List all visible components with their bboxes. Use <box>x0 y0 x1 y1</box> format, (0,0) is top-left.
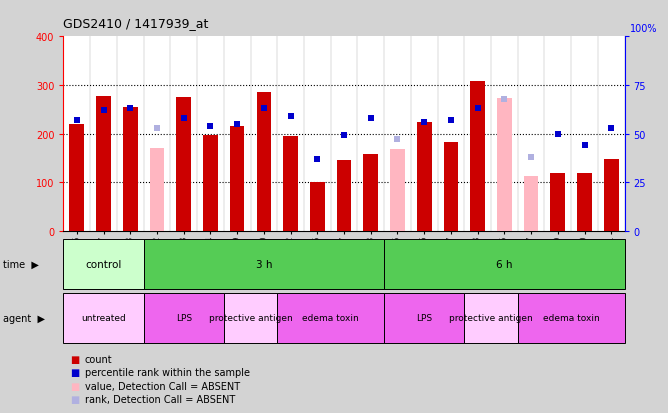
Text: LPS: LPS <box>416 313 432 323</box>
Text: count: count <box>85 354 112 364</box>
Bar <box>96 97 111 231</box>
Text: percentile rank within the sample: percentile rank within the sample <box>85 368 250 377</box>
Bar <box>283 137 298 231</box>
Text: untreated: untreated <box>81 313 126 323</box>
Text: 100%: 100% <box>630 24 657 34</box>
Text: GDS2410 / 1417939_at: GDS2410 / 1417939_at <box>63 17 209 29</box>
Bar <box>390 150 405 231</box>
Bar <box>464 293 518 343</box>
Bar <box>203 136 218 231</box>
Bar <box>444 142 458 231</box>
Bar <box>363 155 378 231</box>
Bar <box>176 98 191 231</box>
Bar <box>224 293 277 343</box>
Bar <box>257 93 271 231</box>
Bar <box>577 174 592 231</box>
Bar <box>310 183 325 231</box>
Text: ■: ■ <box>70 354 79 364</box>
Bar <box>550 174 565 231</box>
Bar <box>417 123 432 231</box>
Text: ■: ■ <box>70 368 79 377</box>
Bar <box>384 240 625 289</box>
Text: time  ▶: time ▶ <box>3 259 39 269</box>
Text: 3 h: 3 h <box>256 259 272 269</box>
Bar <box>497 99 512 231</box>
Bar <box>524 177 538 231</box>
Bar <box>230 127 244 231</box>
Bar <box>123 107 138 231</box>
Text: edema toxin: edema toxin <box>303 313 359 323</box>
Text: ■: ■ <box>70 394 79 404</box>
Text: edema toxin: edema toxin <box>543 313 599 323</box>
Text: ■: ■ <box>70 381 79 391</box>
Text: 6 h: 6 h <box>496 259 512 269</box>
Bar <box>384 293 464 343</box>
Bar <box>277 293 384 343</box>
Text: protective antigen: protective antigen <box>208 313 293 323</box>
Text: value, Detection Call = ABSENT: value, Detection Call = ABSENT <box>85 381 240 391</box>
Bar <box>144 293 224 343</box>
Text: LPS: LPS <box>176 313 192 323</box>
Bar <box>518 293 625 343</box>
Bar <box>144 240 384 289</box>
Bar <box>337 161 351 231</box>
Bar <box>63 240 144 289</box>
Text: agent  ▶: agent ▶ <box>3 313 45 323</box>
Bar <box>150 149 164 231</box>
Bar <box>604 159 619 231</box>
Text: control: control <box>86 259 122 269</box>
Text: protective antigen: protective antigen <box>449 313 533 323</box>
Text: rank, Detection Call = ABSENT: rank, Detection Call = ABSENT <box>85 394 235 404</box>
Bar <box>63 293 144 343</box>
Bar <box>69 125 84 231</box>
Bar <box>470 82 485 231</box>
